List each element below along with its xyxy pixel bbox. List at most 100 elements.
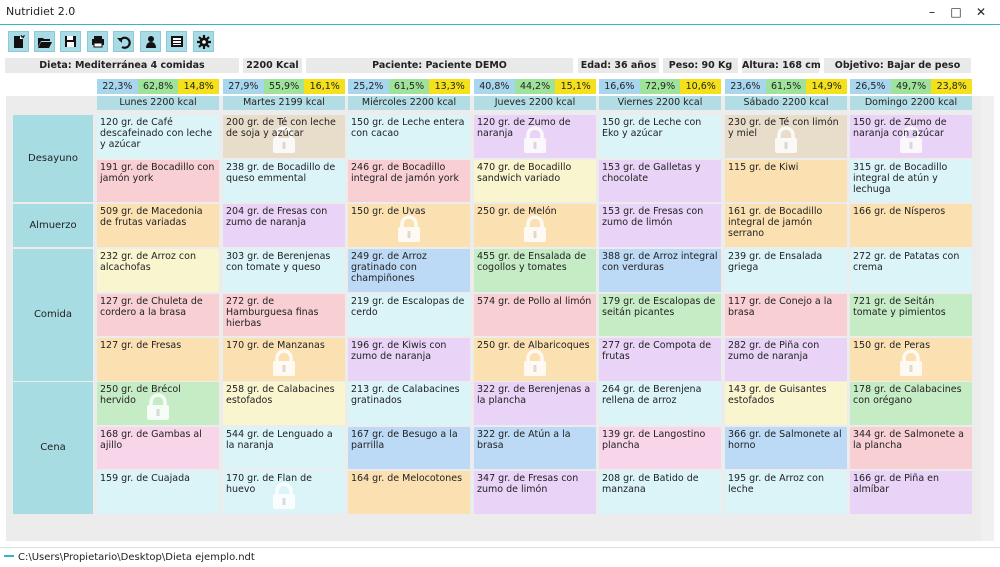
day-header[interactable]: Martes 2199 kcal: [223, 96, 345, 110]
patient-button[interactable]: [140, 31, 161, 52]
food-cell[interactable]: 150 gr. de Leche con Eko y azúcar: [599, 115, 721, 158]
food-cell[interactable]: 277 gr. de Compota de frutas: [599, 338, 721, 381]
open-folder-icon: [38, 37, 52, 48]
food-cell[interactable]: 470 gr. de Bocadillo sandwich variado: [474, 159, 596, 202]
food-cell[interactable]: 272 gr. de Patatas con crema: [850, 249, 972, 292]
food-cell[interactable]: 455 gr. de Ensalada de cogollos y tomate…: [474, 249, 596, 292]
food-cell[interactable]: 120 gr. de Café descafeinado con leche y…: [97, 115, 219, 158]
macro-protein-pct: 26,5%: [850, 79, 891, 94]
food-cell[interactable]: 153 gr. de Fresas con zumo de limón: [599, 204, 721, 247]
food-text: 388 gr. de Arroz integral con verduras: [602, 251, 718, 273]
day-header[interactable]: Lunes 2200 kcal: [97, 96, 219, 110]
food-cell[interactable]: 347 gr. de Fresas con zumo de limón: [474, 471, 596, 514]
height-label: Altura: 168 cm: [742, 58, 821, 73]
food-cell[interactable]: 208 gr. de Batido de manzana: [599, 471, 721, 514]
food-cell[interactable]: 167 gr. de Besugo a la parrilla: [348, 426, 470, 469]
food-text: 250 gr. de Albaricoques: [477, 340, 590, 351]
food-cell[interactable]: 272 gr. de Hamburguesa finas hierbas: [223, 293, 345, 336]
food-cell[interactable]: 250 gr. de Melón: [474, 204, 596, 247]
food-cell[interactable]: 168 gr. de Gambas al ajillo: [97, 426, 219, 469]
food-cell[interactable]: 246 gr. de Bocadillo integral de jamón y…: [348, 159, 470, 202]
save-button[interactable]: [60, 31, 81, 52]
food-cell[interactable]: 230 gr. de Té con limón y miel: [725, 115, 847, 158]
food-text: 246 gr. de Bocadillo integral de jamón y…: [351, 161, 459, 184]
day-header[interactable]: Jueves 2200 kcal: [474, 96, 596, 110]
food-cell[interactable]: 117 gr. de Conejo a la brasa: [725, 293, 847, 336]
food-cell[interactable]: 344 gr. de Salmonete a la plancha: [850, 426, 972, 469]
food-cell[interactable]: 150 gr. de Leche entera con cacao: [348, 115, 470, 158]
food-cell[interactable]: 150 gr. de Zumo de naranja con azúcar: [850, 115, 972, 158]
database-button[interactable]: [166, 31, 187, 52]
food-cell[interactable]: 303 gr. de Berenjenas con tomate y queso: [223, 249, 345, 292]
food-cell[interactable]: 127 gr. de Chuleta de cordero a la brasa: [97, 293, 219, 336]
food-cell[interactable]: 153 gr. de Galletas y chocolate: [599, 159, 721, 202]
open-button[interactable]: [34, 31, 55, 52]
undo-button[interactable]: [113, 31, 134, 52]
food-cell[interactable]: 164 gr. de Melocotones: [348, 471, 470, 514]
food-cell[interactable]: 120 gr. de Zumo de naranja: [474, 115, 596, 158]
food-cell[interactable]: 196 gr. de Kiwis con zumo de naranja: [348, 338, 470, 381]
food-cell[interactable]: 282 gr. de Piña con zumo de naranja: [725, 338, 847, 381]
meal-label[interactable]: Comida: [13, 249, 93, 381]
food-cell[interactable]: 238 gr. de Bocadillo de queso emmental: [223, 159, 345, 202]
food-text: 204 gr. de Fresas con zumo de naranja: [226, 206, 328, 228]
food-cell[interactable]: 250 gr. de Brécol hervido: [97, 382, 219, 425]
food-cell[interactable]: 219 gr. de Escalopas de cerdo: [348, 293, 470, 336]
food-cell[interactable]: 258 gr. de Calabacines estofados: [223, 382, 345, 425]
food-cell[interactable]: 127 gr. de Fresas: [97, 338, 219, 381]
food-cell[interactable]: 322 gr. de Atún a la brasa: [474, 426, 596, 469]
food-cell[interactable]: 143 gr. de Guisantes estofados: [725, 382, 847, 425]
day-header[interactable]: Miércoles 2200 kcal: [348, 96, 470, 110]
food-text: 272 gr. de Patatas con crema: [853, 251, 960, 273]
food-cell[interactable]: 315 gr. de Bocadillo integral de atún y …: [850, 159, 972, 202]
food-text: 159 gr. de Cuajada: [100, 473, 190, 484]
print-button[interactable]: [87, 31, 108, 52]
food-cell[interactable]: 322 gr. de Berenjenas a la plancha: [474, 382, 596, 425]
food-cell[interactable]: 150 gr. de Uvas: [348, 204, 470, 247]
food-cell[interactable]: 213 gr. de Calabacines gratinados: [348, 382, 470, 425]
food-cell[interactable]: 388 gr. de Arroz integral con verduras: [599, 249, 721, 292]
food-cell[interactable]: 249 gr. de Arroz gratinado con champiñon…: [348, 249, 470, 292]
food-cell[interactable]: 115 gr. de Kiwi: [725, 159, 847, 202]
food-cell[interactable]: 161 gr. de Bocadillo integral de jamón s…: [725, 204, 847, 247]
food-cell[interactable]: 264 gr. de Berenjena rellena de arroz: [599, 382, 721, 425]
macro-fat-pct: 14,8%: [178, 79, 220, 94]
food-cell[interactable]: 159 gr. de Cuajada: [97, 471, 219, 514]
food-cell[interactable]: 178 gr. de Calabacines con orégano: [850, 382, 972, 425]
food-cell[interactable]: 544 gr. de Lenguado a la naranja: [223, 426, 345, 469]
food-cell[interactable]: 509 gr. de Macedonia de frutas variadas: [97, 204, 219, 247]
food-cell[interactable]: 239 gr. de Ensalada griega: [725, 249, 847, 292]
vertical-scrollbar[interactable]: [981, 96, 994, 541]
meal-label[interactable]: Cena: [13, 382, 93, 514]
food-cell[interactable]: 170 gr. de Manzanas: [223, 338, 345, 381]
meal-label[interactable]: Desayuno: [13, 115, 93, 202]
day-header[interactable]: Viernes 2200 kcal: [599, 96, 721, 110]
settings-button[interactable]: [193, 31, 214, 52]
food-cell[interactable]: 721 gr. de Seitán tomate y pimientos: [850, 293, 972, 336]
food-cell[interactable]: 139 gr. de Langostino plancha: [599, 426, 721, 469]
minimize-button[interactable]: –: [929, 5, 935, 19]
save-icon: [65, 36, 76, 47]
food-cell[interactable]: 166 gr. de Nísperos: [850, 204, 972, 247]
close-button[interactable]: ✕: [975, 5, 987, 19]
new-document-button[interactable]: [8, 31, 29, 52]
food-cell[interactable]: 166 gr. de Piña en almíbar: [850, 471, 972, 514]
day-header[interactable]: Domingo 2200 kcal: [850, 96, 972, 110]
food-text: 219 gr. de Escalopas de cerdo: [351, 295, 465, 318]
food-cell[interactable]: 200 gr. de Té con leche de soja y azúcar: [223, 115, 345, 158]
food-cell[interactable]: 195 gr. de Arroz con leche: [725, 471, 847, 514]
maximize-button[interactable]: □: [950, 5, 962, 19]
food-cell[interactable]: 179 gr. de Escalopas de seitán picantes: [599, 293, 721, 336]
food-cell[interactable]: 250 gr. de Albaricoques: [474, 338, 596, 381]
food-cell[interactable]: 366 gr. de Salmonete al horno: [725, 426, 847, 469]
food-cell[interactable]: 170 gr. de Flan de huevo: [223, 471, 345, 514]
meal-label[interactable]: Almuerzo: [13, 204, 93, 247]
food-cell[interactable]: 574 gr. de Pollo al limón: [474, 293, 596, 336]
food-cell[interactable]: 232 gr. de Arroz con alcachofas: [97, 249, 219, 292]
food-cell[interactable]: 150 gr. de Peras: [850, 338, 972, 381]
food-text: 277 gr. de Compota de frutas: [602, 340, 712, 362]
food-cell[interactable]: 204 gr. de Fresas con zumo de naranja: [223, 204, 345, 247]
food-text: 143 gr. de Guisantes estofados: [728, 384, 827, 406]
food-cell[interactable]: 191 gr. de Bocadillo con jamón york: [97, 159, 219, 202]
day-header[interactable]: Sábado 2200 kcal: [725, 96, 847, 110]
